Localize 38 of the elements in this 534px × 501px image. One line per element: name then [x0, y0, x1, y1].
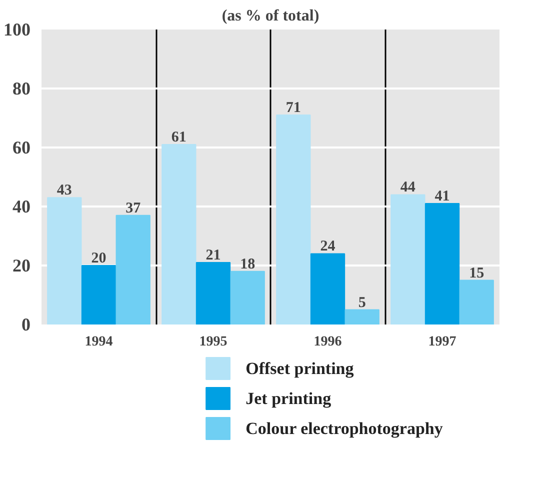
- data-label: 37: [126, 200, 142, 216]
- bar: [230, 270, 265, 324]
- bar: [81, 265, 116, 324]
- legend-label: Colour electrophotography: [246, 419, 444, 438]
- y-tick-label: 100: [4, 20, 30, 40]
- y-tick-label: 60: [12, 138, 30, 158]
- bar: [459, 280, 494, 324]
- bar: [310, 253, 346, 324]
- data-label: 21: [206, 248, 221, 264]
- data-label: 24: [320, 238, 336, 255]
- y-tick-label: 80: [12, 78, 30, 98]
- chart-title: (as % of total): [222, 8, 320, 24]
- legend-label: Jet printing: [246, 389, 332, 408]
- bar: [47, 197, 82, 324]
- data-label: 41: [434, 188, 450, 205]
- x-tick-label: 1994: [84, 334, 113, 350]
- y-tick-label: 0: [22, 314, 30, 334]
- bar: [276, 114, 311, 324]
- x-tick-label: 1996: [314, 334, 342, 350]
- data-label: 15: [469, 265, 484, 282]
- bar: [344, 309, 380, 324]
- bar: [196, 262, 231, 324]
- bar: [116, 214, 150, 324]
- bar: [162, 144, 196, 324]
- data-label: 71: [286, 100, 301, 116]
- data-label: 61: [171, 130, 186, 146]
- bar: [390, 194, 426, 324]
- data-label: 43: [56, 182, 72, 199]
- legend-label: Offset printing: [246, 359, 354, 378]
- y-tick-label: 40: [12, 196, 30, 216]
- data-label: 18: [240, 256, 256, 272]
- data-label: 5: [358, 294, 366, 311]
- x-tick-label: 1997: [428, 334, 456, 350]
- data-label: 44: [400, 180, 416, 196]
- y-tick-label: 20: [12, 256, 30, 276]
- data-label: 20: [91, 250, 106, 266]
- x-tick-label: 1995: [199, 334, 228, 350]
- bar: [424, 203, 460, 324]
